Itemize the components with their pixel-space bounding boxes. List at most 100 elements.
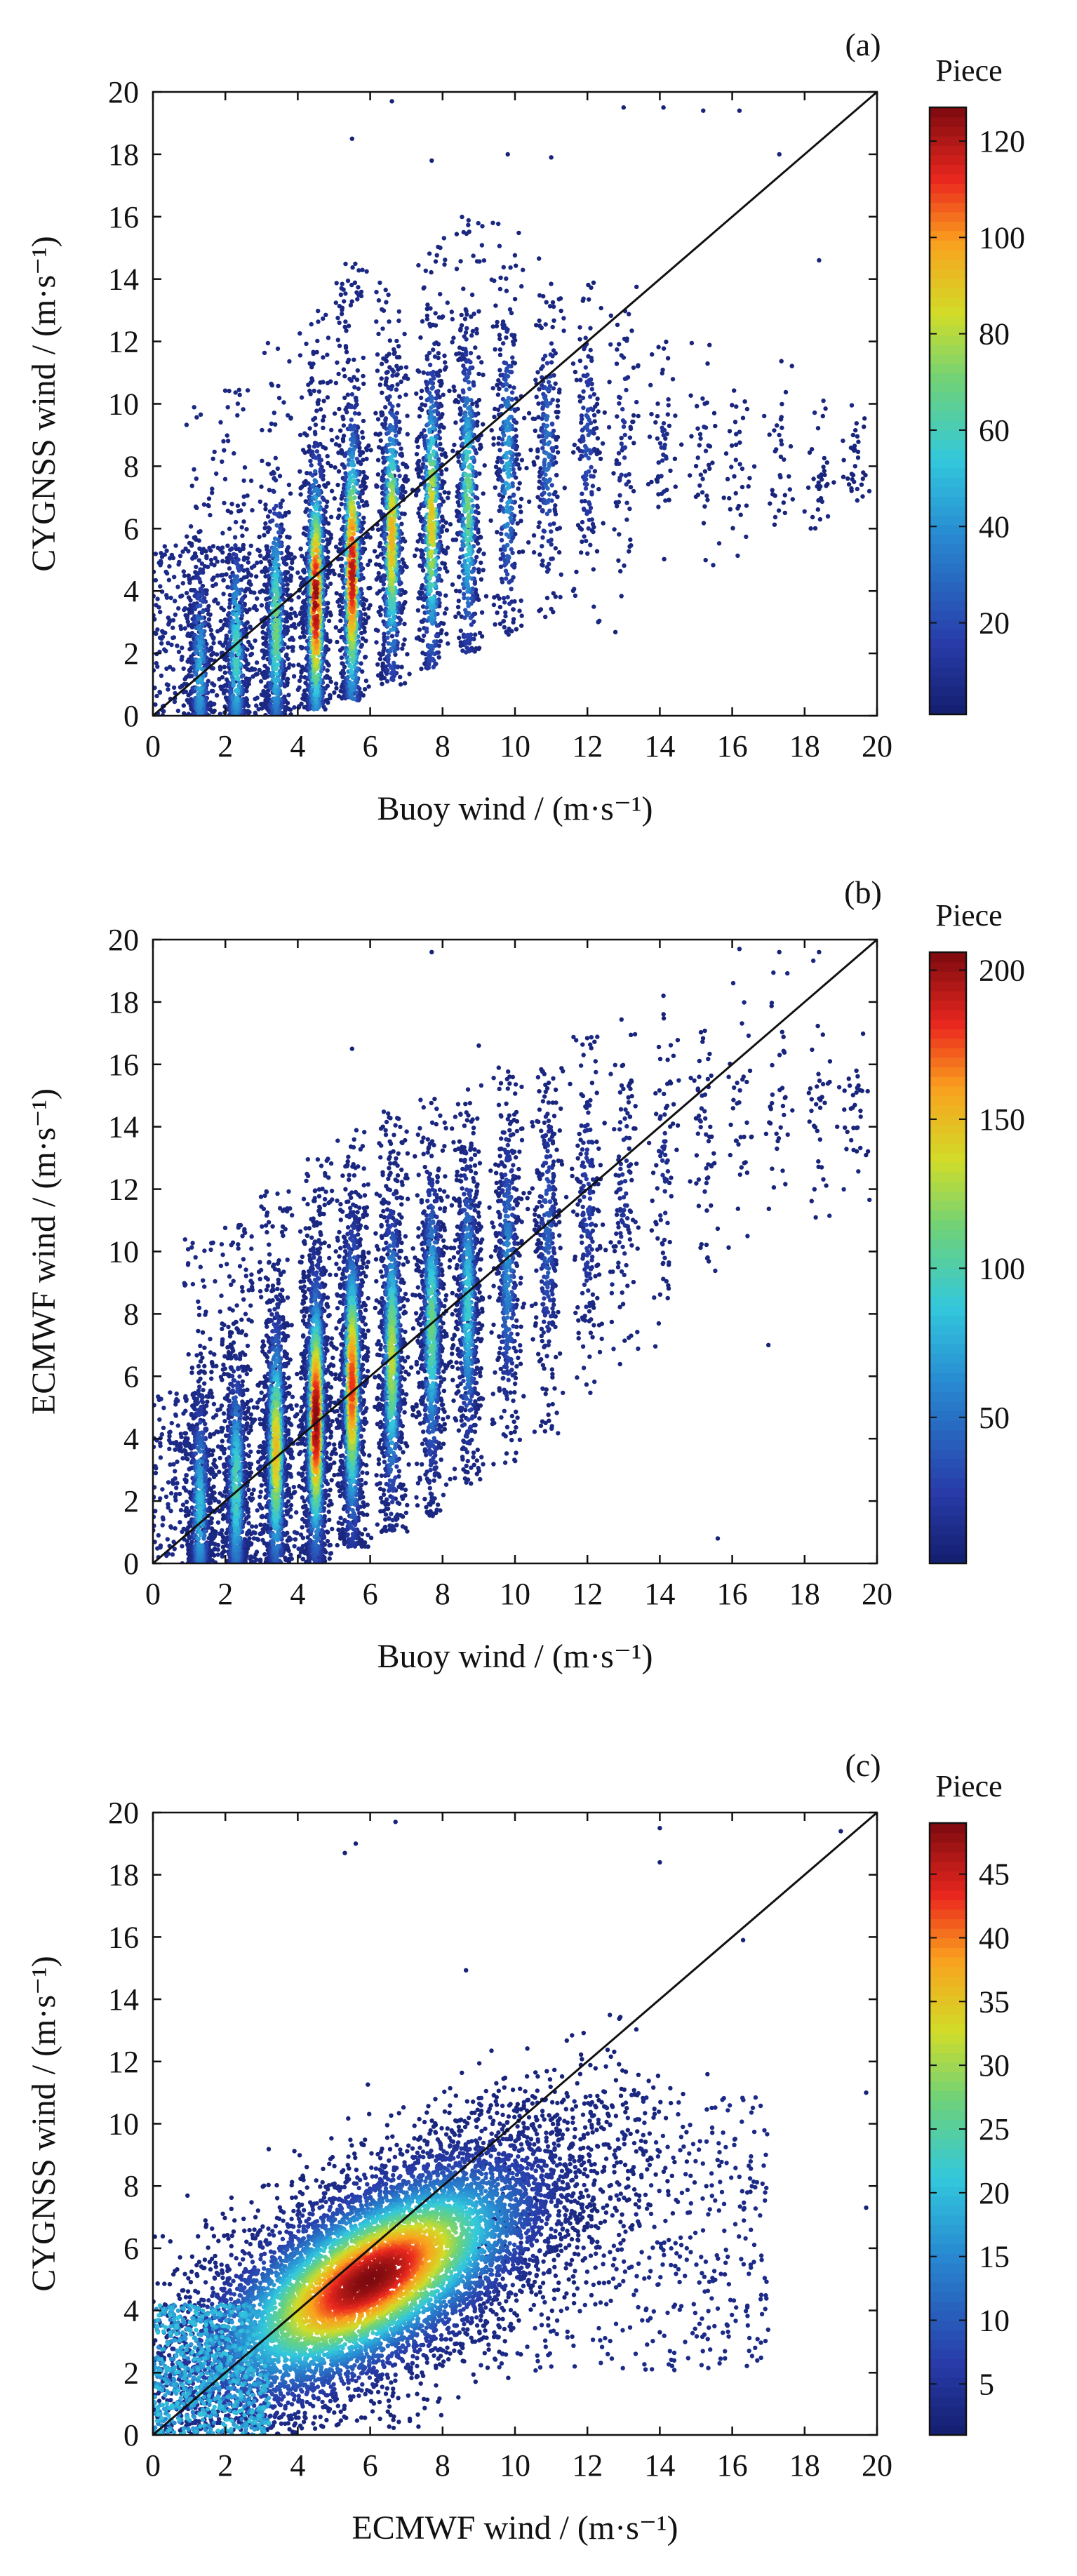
scatter-point [777, 152, 782, 157]
scatter-point [479, 634, 485, 639]
scatter-point [462, 316, 468, 321]
scatter-point [425, 380, 431, 386]
scatter-point [180, 646, 185, 650]
scatter-point [493, 465, 499, 469]
scatter-point [423, 434, 428, 439]
scatter-point [349, 404, 354, 410]
scatter-point [386, 656, 391, 662]
scatter-point [622, 563, 627, 568]
scatter-point [631, 365, 636, 371]
scatter-point [443, 365, 448, 370]
scatter-point [298, 644, 304, 650]
scatter-point [627, 549, 631, 554]
scatter-point [262, 620, 267, 625]
scatter-point [617, 401, 622, 406]
scatter-point [341, 367, 347, 372]
scatter-point [608, 342, 613, 347]
scatter-point [481, 258, 487, 263]
scatter-point [334, 281, 339, 286]
scatter-point [265, 688, 270, 694]
scatter-point [586, 455, 591, 461]
scatter-point [554, 409, 558, 415]
scatter-point [458, 259, 463, 264]
scatter-point [281, 560, 287, 566]
scatter-point [493, 622, 497, 627]
scatter-point [768, 501, 772, 506]
scatter-point [342, 373, 347, 379]
scatter-point [353, 396, 359, 401]
scatter-point [441, 392, 446, 397]
scatter-point [549, 529, 554, 534]
scatter-point [338, 688, 343, 693]
scatter-point [320, 538, 326, 544]
scatter-point [254, 574, 259, 579]
scatter-point [300, 615, 305, 621]
scatter-point [547, 522, 553, 527]
scatter-point [734, 404, 739, 409]
scatter-point [517, 466, 522, 471]
scatter-point [454, 232, 460, 236]
scatter-point [240, 603, 245, 608]
scatter-point [437, 446, 443, 452]
scatter-point [530, 416, 535, 421]
scatter-point [258, 559, 264, 565]
scatter-point [186, 712, 191, 716]
scatter-point [451, 385, 456, 389]
scatter-point [673, 413, 678, 418]
scatter-point [454, 352, 459, 356]
scatter-point [167, 618, 172, 623]
scatter-point [314, 449, 320, 454]
scatter-point [417, 532, 422, 538]
scatter-point [265, 669, 271, 674]
scatter-point [204, 555, 209, 561]
scatter-point [218, 420, 223, 425]
scatter-point [434, 396, 439, 401]
scatter-point [581, 438, 586, 443]
scatter-point [580, 519, 585, 525]
scatter-point [442, 262, 447, 267]
scatter-point [321, 519, 326, 525]
scatter-point [275, 466, 280, 471]
scatter-point [420, 638, 425, 643]
scatter-point [379, 413, 384, 418]
scatter-point [209, 632, 214, 637]
scatter-point [825, 514, 831, 519]
scatter-point [363, 639, 368, 643]
scatter-point [542, 353, 548, 359]
scatter-point [212, 683, 217, 688]
scatter-point [377, 280, 382, 286]
scatter-point [389, 634, 395, 639]
scatter-point [505, 594, 510, 600]
scatter-point [262, 533, 267, 538]
scatter-point [364, 475, 369, 480]
scatter-point [558, 308, 563, 314]
scatter-point [461, 286, 466, 291]
scatter-point [361, 515, 366, 521]
scatter-point [181, 569, 186, 574]
scatter-point [479, 360, 484, 365]
scatter-point [343, 291, 348, 296]
scatter-point [401, 561, 406, 566]
scatter-point [855, 449, 861, 455]
scatter-point [234, 586, 239, 591]
scatter-point [615, 347, 620, 352]
scatter-point [291, 663, 296, 668]
scatter-point [325, 499, 330, 505]
scatter-point [443, 258, 448, 262]
scatter-point [518, 504, 523, 509]
scatter-point [510, 355, 515, 360]
scatter-point [352, 280, 358, 285]
scatter-point [382, 422, 388, 427]
scatter-point [541, 294, 546, 299]
scatter-point [526, 540, 531, 545]
scatter-point [655, 413, 660, 419]
scatter-point [366, 562, 370, 568]
scatter-point [512, 407, 517, 412]
scatter-point [281, 596, 286, 602]
scatter-point [394, 363, 399, 368]
scatter-point [596, 409, 601, 414]
scatter-point [456, 599, 461, 603]
scatter-point [465, 375, 470, 380]
scatter-point [206, 617, 212, 622]
scatter-point [841, 438, 845, 443]
